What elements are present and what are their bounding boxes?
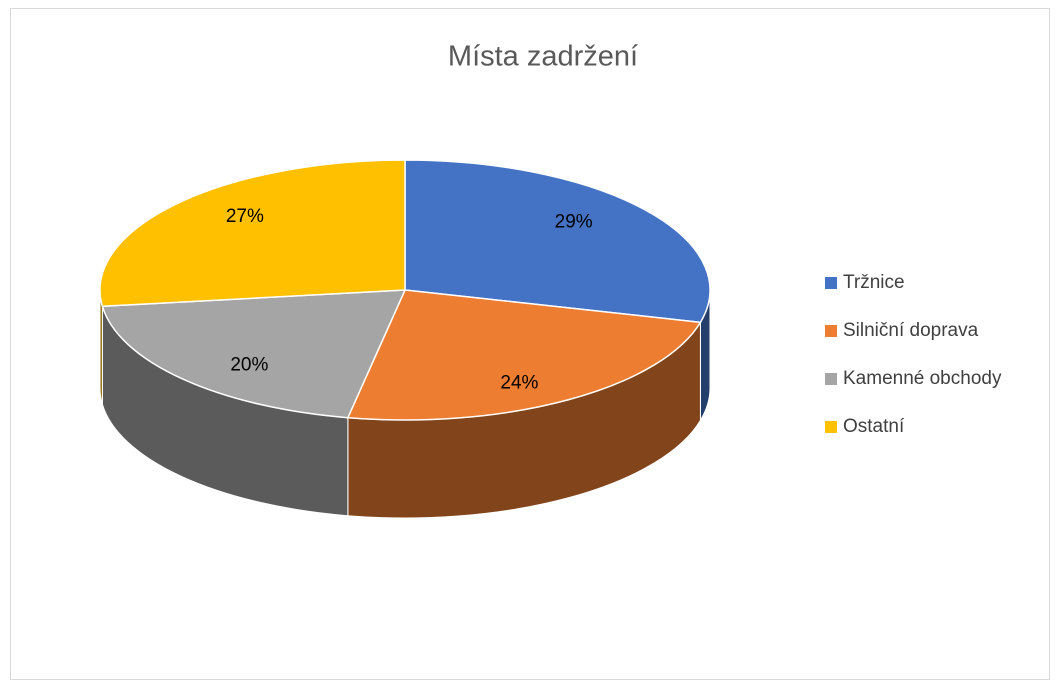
legend-swatch <box>825 277 837 289</box>
legend-swatch <box>825 373 837 385</box>
pie-slice <box>99 159 406 308</box>
data-label: 27% <box>226 206 264 227</box>
legend-label: Silniční doprava <box>843 320 979 341</box>
data-label: 24% <box>500 372 538 393</box>
data-label: 29% <box>555 211 593 232</box>
pie-slice <box>101 289 407 419</box>
legend-label: Kamenné obchody <box>843 368 1002 389</box>
legend-label: Tržnice <box>843 272 905 293</box>
legend-label: Ostatní <box>843 416 905 437</box>
pie-slice <box>404 159 711 324</box>
legend-swatch <box>825 325 837 337</box>
data-label: 20% <box>230 355 268 376</box>
pie-slice <box>346 289 702 421</box>
legend-swatch <box>825 421 837 433</box>
chart-title: Místa zadržení <box>448 41 638 73</box>
